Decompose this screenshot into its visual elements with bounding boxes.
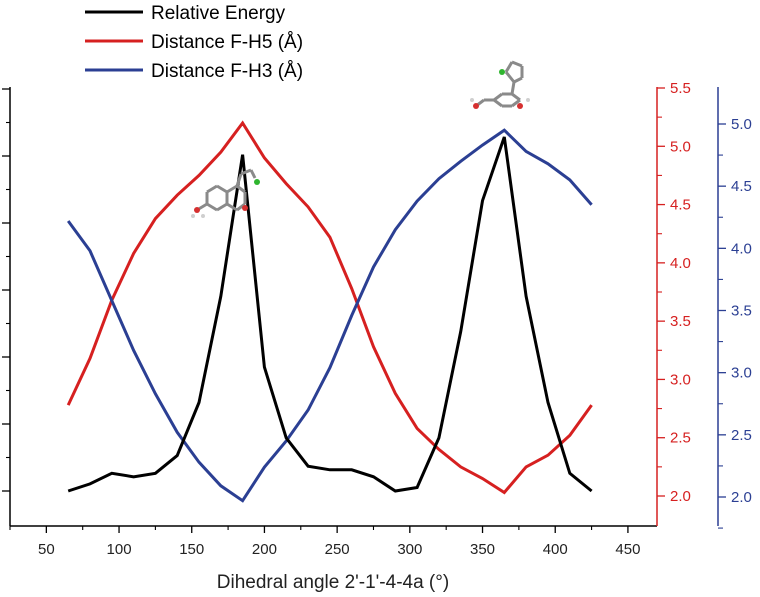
legend-label-distance-f-h5: Distance F-H5 (Å) [151, 32, 303, 53]
blue-y-axis-ticks: 2.0 2.5 3.0 3.5 4.0 4.5 5.0 [718, 116, 752, 529]
blue-y-tick-label: 2.0 [731, 489, 752, 506]
x-tick-label: 250 [325, 541, 350, 558]
blue-y-tick-label: 5.0 [731, 116, 752, 133]
red-y-tick-label: 2.0 [670, 488, 691, 505]
x-axis-ticks: 50 100 150 200 250 300 350 400 450 [9, 526, 640, 558]
x-tick-label: 450 [615, 541, 640, 558]
red-y-tick-label: 4.5 [670, 197, 691, 214]
x-tick-label: 350 [470, 541, 495, 558]
blue-y-tick-label: 3.0 [731, 365, 752, 382]
x-tick-label: 50 [38, 541, 55, 558]
red-y-tick-label: 5.5 [670, 80, 691, 97]
blue-y-tick-label: 2.5 [731, 427, 752, 444]
legend-label-relative-energy: Relative Energy [151, 3, 286, 24]
molecule-image-right [470, 60, 530, 109]
red-y-tick-label: 4.0 [670, 255, 691, 272]
blue-y-tick-label: 3.5 [731, 303, 752, 320]
red-y-axis-ticks: 2.0 2.5 3.0 3.5 4.0 4.5 5.0 5.5 [657, 80, 691, 505]
x-tick-label: 400 [543, 541, 568, 558]
red-y-tick-label: 2.5 [670, 430, 691, 447]
legend-label-distance-f-h3: Distance F-H3 (Å) [151, 61, 303, 82]
series-line-distance-f-h5 [66, 120, 593, 495]
red-y-tick-label: 5.0 [670, 138, 691, 155]
red-y-tick-label: 3.5 [670, 313, 691, 330]
legend: Relative Energy Distance F-H5 (Å) Distan… [85, 3, 303, 82]
series-line-relative-energy [67, 136, 593, 493]
molecule-image-left [191, 168, 260, 218]
x-tick-label: 200 [252, 541, 277, 558]
series-line-distance-f-h3 [66, 128, 593, 503]
x-tick-label: 300 [397, 541, 422, 558]
blue-y-tick-label: 4.5 [731, 178, 752, 195]
x-tick-label: 100 [107, 541, 132, 558]
blue-y-tick-label: 4.0 [731, 240, 752, 257]
red-y-tick-label: 3.0 [670, 371, 691, 388]
x-tick-label: 150 [179, 541, 204, 558]
x-axis-title: Dihedral angle 2'-1'-4-4a (°) [217, 572, 449, 593]
axis-frame [9, 87, 719, 527]
series-lines [66, 120, 593, 503]
left-y-axis-ticks [2, 88, 10, 492]
